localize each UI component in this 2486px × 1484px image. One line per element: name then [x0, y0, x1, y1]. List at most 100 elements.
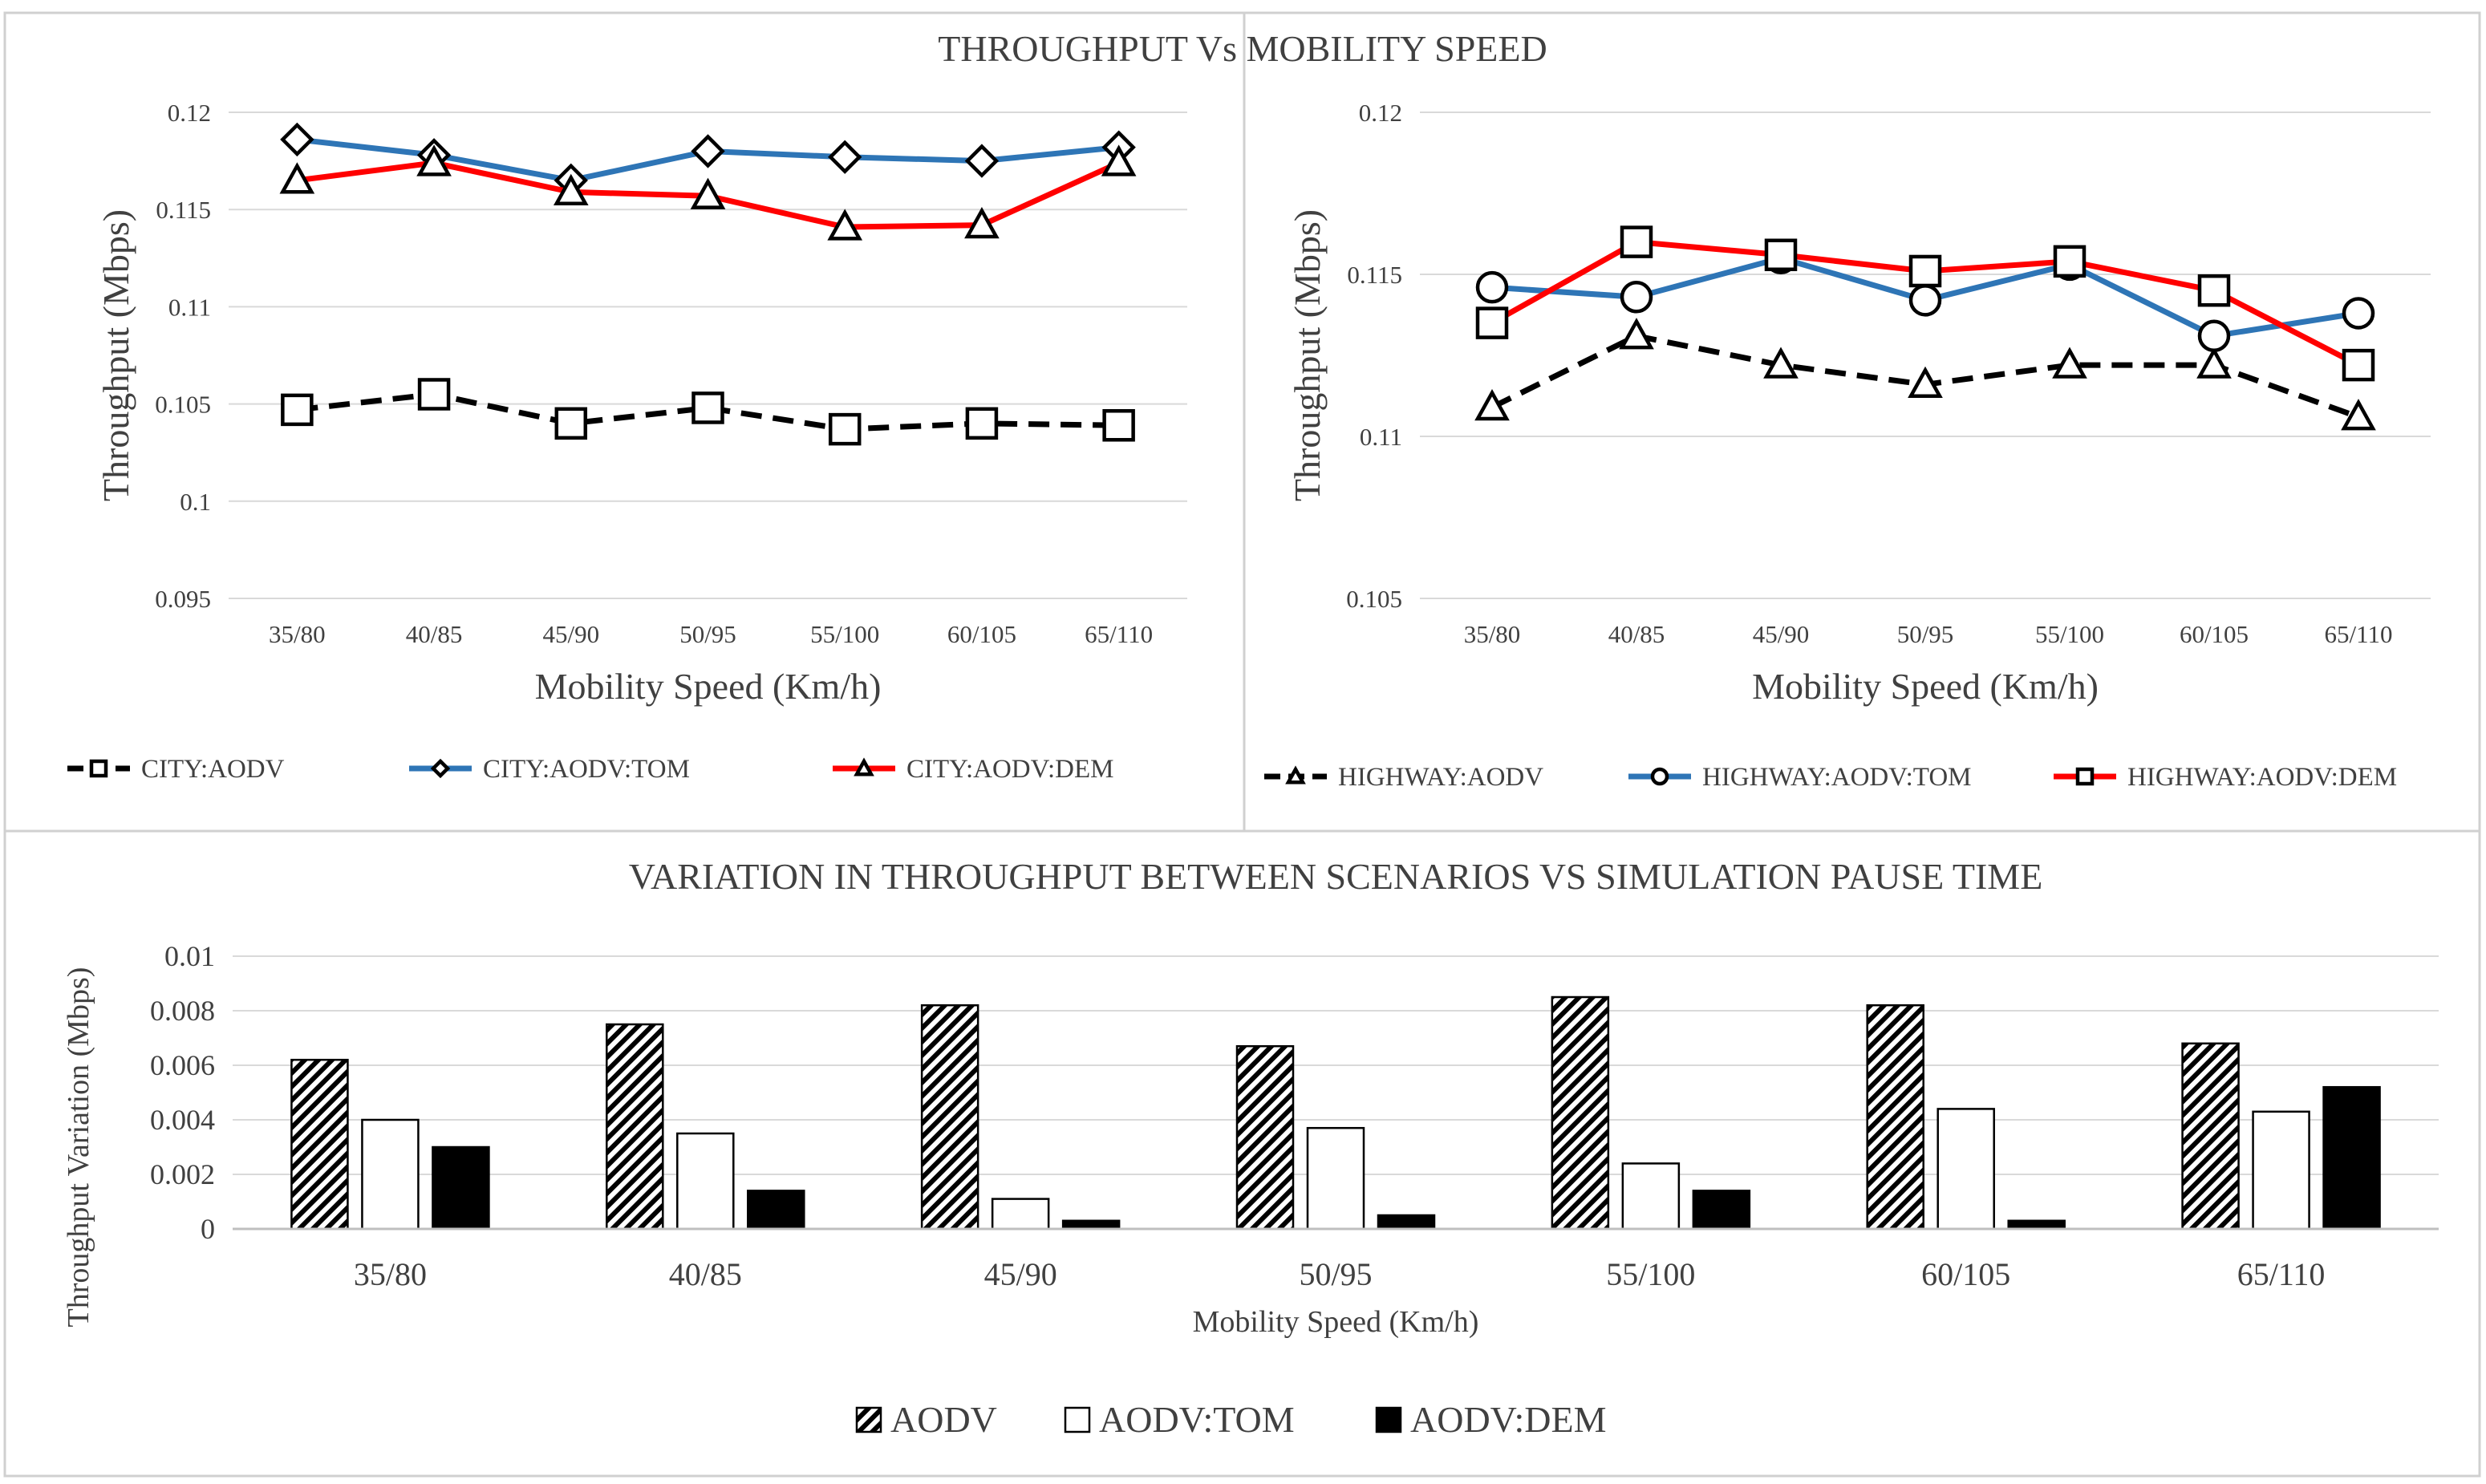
- data-point: [691, 391, 724, 424]
- legend-marker: [89, 759, 108, 778]
- x-tick-label: 45/90: [984, 1256, 1057, 1292]
- bar: [920, 1004, 979, 1231]
- data-point: [417, 378, 451, 411]
- data-point: [1101, 144, 1137, 176]
- bar: [1061, 1219, 1121, 1231]
- data-point: [2052, 347, 2087, 379]
- highway-panel-frame: [1243, 11, 2481, 833]
- y-tick-label: 0.1: [180, 488, 211, 516]
- y-tick-label: 0.004: [150, 1104, 215, 1136]
- legend-marker: [1285, 765, 1306, 785]
- data-point: [1474, 389, 1510, 421]
- y-axis-label: Throughput Variation (Mbps): [62, 967, 95, 1328]
- data-point: [690, 177, 726, 209]
- data-point: [1475, 306, 1509, 339]
- data-point: [691, 134, 725, 168]
- data-point: [279, 162, 315, 194]
- data-point: [965, 407, 999, 440]
- x-tick-label: 40/85: [406, 620, 463, 648]
- data-point: [2196, 347, 2232, 379]
- bar: [2007, 1219, 2066, 1231]
- legend-marker: [430, 758, 451, 779]
- y-tick-label: 0.11: [168, 293, 211, 321]
- bar: [991, 1198, 1050, 1231]
- bar: [432, 1145, 490, 1231]
- x-tick-label: 40/85: [669, 1256, 742, 1292]
- data-point: [280, 122, 314, 157]
- data-point: [2342, 348, 2375, 382]
- highway-chart: 0.105 0.11 0.115 0.12 35/80 40/85 45/90 50/95 55…: [1264, 99, 2431, 792]
- data-point: [1475, 270, 1509, 304]
- y-tick-label: 0.006: [150, 1049, 215, 1081]
- legend-marker: [1650, 767, 1669, 786]
- x-tick-label: 55/100: [810, 620, 879, 648]
- legend-label: AODV:TOM: [1099, 1399, 1295, 1440]
- x-tick-label: 65/110: [2237, 1256, 2326, 1292]
- data-point: [553, 173, 589, 206]
- bar: [1551, 995, 1610, 1231]
- x-tick-label: 35/80: [354, 1256, 427, 1292]
- x-tick-label: 55/100: [1606, 1256, 1695, 1292]
- y-tick-label: 0.12: [1359, 99, 1402, 127]
- data-point: [828, 412, 862, 446]
- bar: [1866, 1004, 1924, 1231]
- data-point: [1763, 347, 1799, 379]
- data-point: [2197, 319, 2231, 353]
- y-axis-label: Throughput (Mbps): [1287, 209, 1328, 501]
- legend-label: CITY:AODV:TOM: [483, 755, 690, 784]
- bar: [2322, 1085, 2381, 1231]
- x-tick-label: 60/105: [1921, 1256, 2010, 1292]
- variation-panel-frame: [3, 829, 2481, 1478]
- bar: [1306, 1126, 1365, 1231]
- data-point: [1102, 409, 1135, 442]
- y-tick-label: 0.095: [155, 585, 211, 613]
- x-tick-label: 45/90: [1753, 620, 1810, 648]
- x-axis-label: Mobility Speed (Km/h): [535, 666, 882, 707]
- data-point: [1908, 366, 1943, 399]
- bar: [1377, 1214, 1436, 1231]
- main-title: THROUGHPUT Vs MOBILITY SPEED: [938, 28, 1547, 69]
- bar: [2252, 1110, 2310, 1231]
- y-tick-label: 0.01: [164, 940, 215, 972]
- y-tick-label: 0.115: [1347, 261, 1402, 289]
- legend-label: CITY:AODV: [141, 755, 285, 784]
- legend-marker: [2075, 767, 2095, 786]
- data-point: [1619, 318, 1654, 350]
- x-tick-label: 50/95: [679, 620, 736, 648]
- data-point: [1620, 225, 1653, 258]
- bar: [1235, 1044, 1295, 1231]
- variation-chart: VARIATION IN THROUGHPUT BETWEEN SCENARIO…: [62, 856, 2439, 1440]
- x-tick-label: 50/95: [1299, 1256, 1372, 1292]
- bar: [606, 1023, 664, 1231]
- legend-swatch: [1375, 1406, 1402, 1433]
- data-point: [964, 206, 1000, 239]
- legend-swatch: [855, 1406, 882, 1433]
- y-tick-label: 0.002: [150, 1158, 215, 1190]
- y-tick-label: 0.105: [155, 391, 211, 419]
- bar: [2181, 1042, 2240, 1231]
- x-tick-label: 35/80: [269, 620, 326, 648]
- city-panel-frame: [3, 11, 1246, 833]
- legend-label: HIGHWAY:AODV:TOM: [1702, 763, 1972, 792]
- x-tick-label: 55/100: [2035, 620, 2104, 648]
- bar: [290, 1058, 349, 1231]
- chart-title: VARIATION IN THROUGHPUT BETWEEN SCENARIO…: [629, 856, 2043, 897]
- data-point: [2341, 399, 2376, 431]
- legend-label: HIGHWAY:AODV:DEM: [2127, 763, 2397, 792]
- bar: [1621, 1162, 1681, 1231]
- data-point: [2342, 297, 2375, 330]
- bar: [361, 1118, 420, 1231]
- y-tick-label: 0.115: [156, 196, 211, 224]
- data-point: [1908, 284, 1942, 317]
- legend-label: AODV: [890, 1399, 997, 1440]
- data-point: [2197, 274, 2231, 307]
- x-tick-label: 40/85: [1608, 620, 1665, 648]
- x-tick-label: 60/105: [2180, 620, 2249, 648]
- y-tick-label: 0: [201, 1213, 215, 1245]
- data-point: [827, 209, 863, 241]
- city-chart: 0.095 0.1 0.105 0.11 0.115 0.12 35/80 40/85 45/9…: [67, 99, 1187, 784]
- legend-label: AODV:DEM: [1410, 1399, 1606, 1440]
- y-tick-label: 0.11: [1360, 423, 1402, 451]
- x-axis-label: Mobility Speed (Km/h): [1752, 666, 2099, 707]
